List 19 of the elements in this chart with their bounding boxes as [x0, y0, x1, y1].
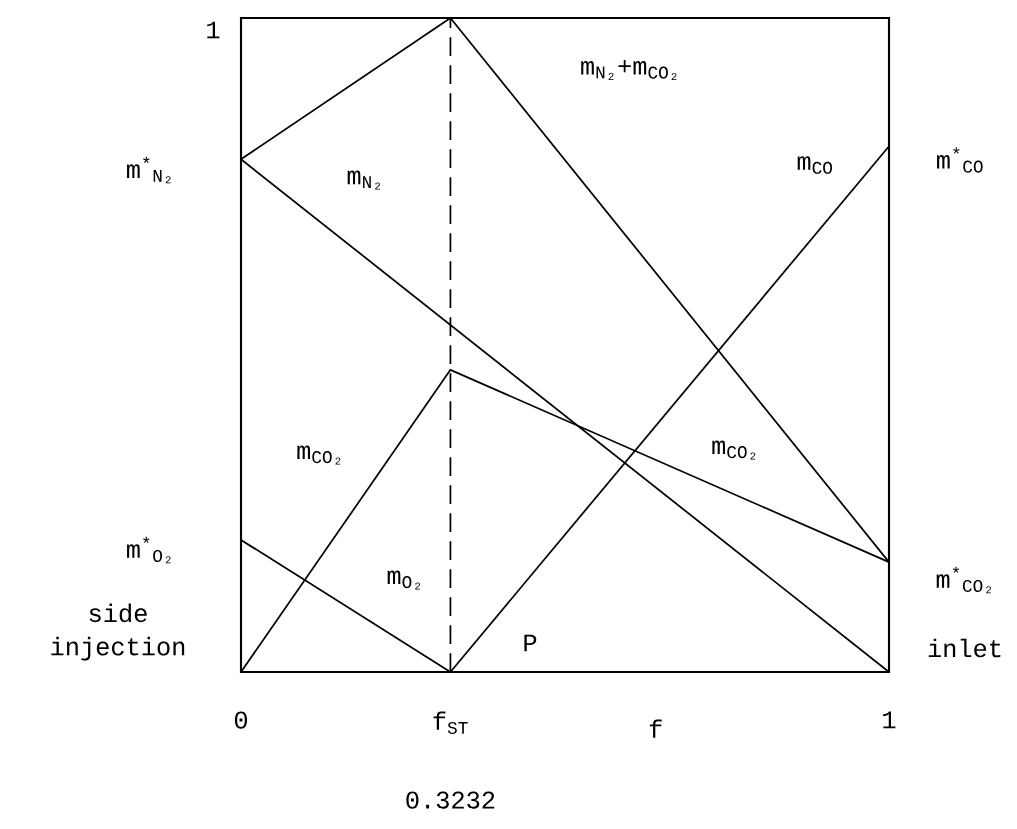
annotation: m$_{N₂}$	[347, 170, 381, 190]
annotation: m$_{CO}$	[797, 156, 833, 174]
text: inlet	[928, 638, 1001, 658]
ref-line-label: 0.3232	[406, 791, 495, 809]
annotation: m$_{CO₂}$	[712, 440, 756, 460]
text: m$^{*}$CO	[937, 147, 983, 173]
annotation: m$_{CO₂}$	[297, 445, 341, 465]
x-tick-label: f$_{ST}$	[433, 711, 468, 734]
text: m$^{*}$N₂	[127, 156, 171, 184]
x-tick-label: 1	[883, 711, 896, 729]
annotation: P	[524, 634, 537, 652]
annotation: m$_{O₂}$	[387, 570, 421, 590]
text: side injection	[51, 603, 185, 661]
x-tick-label: 0	[234, 711, 248, 729]
x-axis-title: f	[649, 719, 662, 738]
text: 1	[207, 21, 220, 39]
text: m$^{*}$CO₂	[936, 566, 991, 594]
annotation: m$_{N₂}$+m$_{CO₂}$	[581, 59, 677, 81]
text: m$^{*}$O₂	[127, 536, 171, 564]
